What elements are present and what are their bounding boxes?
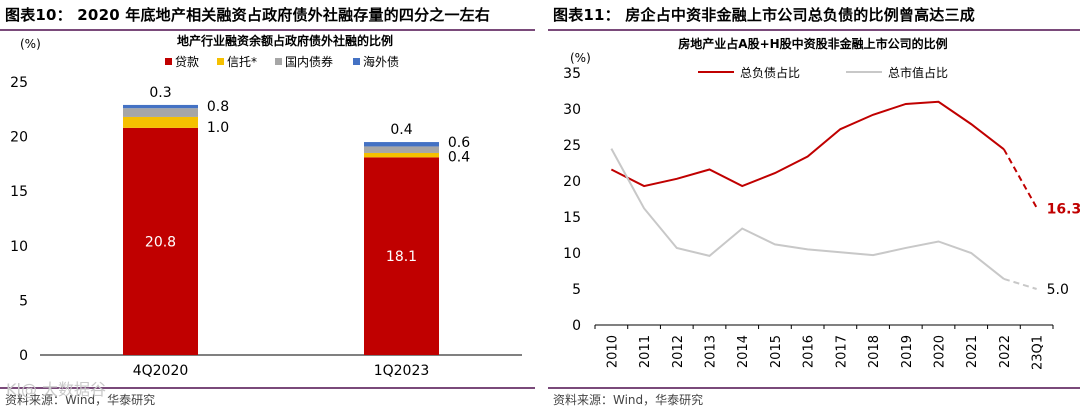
right-x-tick-label: 2015 xyxy=(769,335,784,368)
left-bar-segment-2 xyxy=(123,108,198,117)
left-title-rule xyxy=(0,29,535,31)
right-legend-label-0: 总负债占比 xyxy=(740,65,800,80)
right-x-tick-label: 2013 xyxy=(704,335,719,368)
left-legend-swatch-3 xyxy=(353,58,360,65)
left-x-tick-label: 4Q2020 xyxy=(133,363,189,379)
right-source-rule xyxy=(548,387,1080,389)
right-series-end-label-0: 16.3 xyxy=(1047,202,1080,218)
left-bar-segment-3 xyxy=(123,104,198,109)
left-figure-panel: 图表10： 2020 年底地产相关融资占政府债外社融存量的四分之一左右 (%) 地… xyxy=(0,0,535,410)
right-x-tick-label: 2022 xyxy=(998,335,1013,368)
right-y-tick-label: 30 xyxy=(563,102,581,118)
left-legend-label-1: 信托* xyxy=(227,55,257,69)
right-x-tick-label: 2020 xyxy=(933,335,948,368)
left-data-label-trust: 0.4 xyxy=(448,149,470,165)
right-y-unit-label: (%) xyxy=(570,51,591,65)
left-source-rule xyxy=(0,387,535,389)
right-y-tick-label: 15 xyxy=(563,210,581,226)
left-bar-segment-0 xyxy=(123,127,198,355)
left-y-tick-label: 15 xyxy=(10,184,28,200)
right-x-tick-label: 2018 xyxy=(867,335,882,368)
right-x-tick-label: 2010 xyxy=(605,335,620,368)
left-data-label-overseas-bond: 0.4 xyxy=(390,122,412,138)
right-x-tick-label: 2011 xyxy=(638,335,653,368)
left-y-tick-label: 20 xyxy=(10,130,28,146)
right-series-dashed-segment-1 xyxy=(1003,277,1037,290)
left-y-tick-label: 0 xyxy=(19,348,28,364)
right-y-tick-label: 35 xyxy=(563,66,581,82)
right-legend-label-1: 总市值占比 xyxy=(888,65,948,80)
right-y-tick-label: 5 xyxy=(572,282,581,298)
right-x-tick-label: 2017 xyxy=(834,335,849,368)
left-legend-swatch-2 xyxy=(275,58,282,65)
right-y-tick-label: 0 xyxy=(572,318,581,334)
left-data-label-trust: 1.0 xyxy=(207,120,229,136)
right-x-tick-label: 2014 xyxy=(736,335,751,368)
right-series-line-1 xyxy=(610,148,1005,280)
right-title-rule xyxy=(548,29,1080,31)
left-bar-segment-2 xyxy=(364,146,439,153)
right-y-tick-label: 20 xyxy=(563,174,581,190)
left-bar-segment-1 xyxy=(123,116,198,128)
left-legend-label-0: 贷款 xyxy=(175,55,199,69)
right-x-tick-label: 2021 xyxy=(965,335,980,368)
watermark-text: Kl@ 大数据谷 xyxy=(6,380,107,399)
left-source-note: 资料来源：Wind，华泰研究 xyxy=(5,393,156,407)
left-bar-segment-0 xyxy=(364,157,439,355)
left-data-label-loan: 18.1 xyxy=(386,249,417,265)
right-figure-title: 图表11： 房企占中资非金融上市公司总负债的比例曾高达三成 xyxy=(553,6,975,24)
right-series-line-0 xyxy=(610,100,1005,188)
left-bar-segment-3 xyxy=(364,142,439,147)
left-y-unit-label: (%) xyxy=(20,37,41,51)
right-chart-title: 房地产业占A股+H股中资股非金融上市公司的比例 xyxy=(678,36,947,51)
left-legend-swatch-1 xyxy=(217,58,224,65)
left-figure-title: 图表10： 2020 年底地产相关融资占政府债外社融存量的四分之一左右 xyxy=(5,6,491,24)
left-legend-swatch-0 xyxy=(165,58,172,65)
left-chart-title: 地产行业融资余额占政府债外社融的比例 xyxy=(177,33,393,48)
left-y-tick-label: 25 xyxy=(10,75,28,91)
left-data-label-overseas-bond: 0.3 xyxy=(149,85,171,101)
left-legend-label-2: 国内债券 xyxy=(285,54,333,69)
right-source-note: 资料来源：Wind，华泰研究 xyxy=(553,393,704,407)
left-data-label-domestic-bond: 0.6 xyxy=(448,135,470,151)
right-x-tick-label: 23Q1 xyxy=(1031,335,1046,370)
right-y-tick-label: 10 xyxy=(563,246,581,262)
left-x-tick-label: 1Q2023 xyxy=(374,363,430,379)
left-y-tick-label: 10 xyxy=(10,239,28,255)
right-series-end-label-1: 5.0 xyxy=(1047,282,1069,298)
left-bar-segment-1 xyxy=(364,152,439,158)
right-series-dashed-segment-0 xyxy=(1003,148,1038,209)
left-data-label-domestic-bond: 0.8 xyxy=(207,99,229,115)
right-x-tick-label: 2016 xyxy=(802,335,817,368)
right-x-tick-label: 2019 xyxy=(900,335,915,368)
left-y-tick-label: 5 xyxy=(19,293,28,309)
left-legend-label-3: 海外债 xyxy=(363,54,399,69)
right-figure-panel: 图表11： 房企占中资非金融上市公司总负债的比例曾高达三成 (%) 房地产业占A股… xyxy=(548,0,1080,410)
right-x-tick-label: 2012 xyxy=(671,335,686,368)
left-data-label-loan: 20.8 xyxy=(145,234,176,250)
right-y-tick-label: 25 xyxy=(563,138,581,154)
